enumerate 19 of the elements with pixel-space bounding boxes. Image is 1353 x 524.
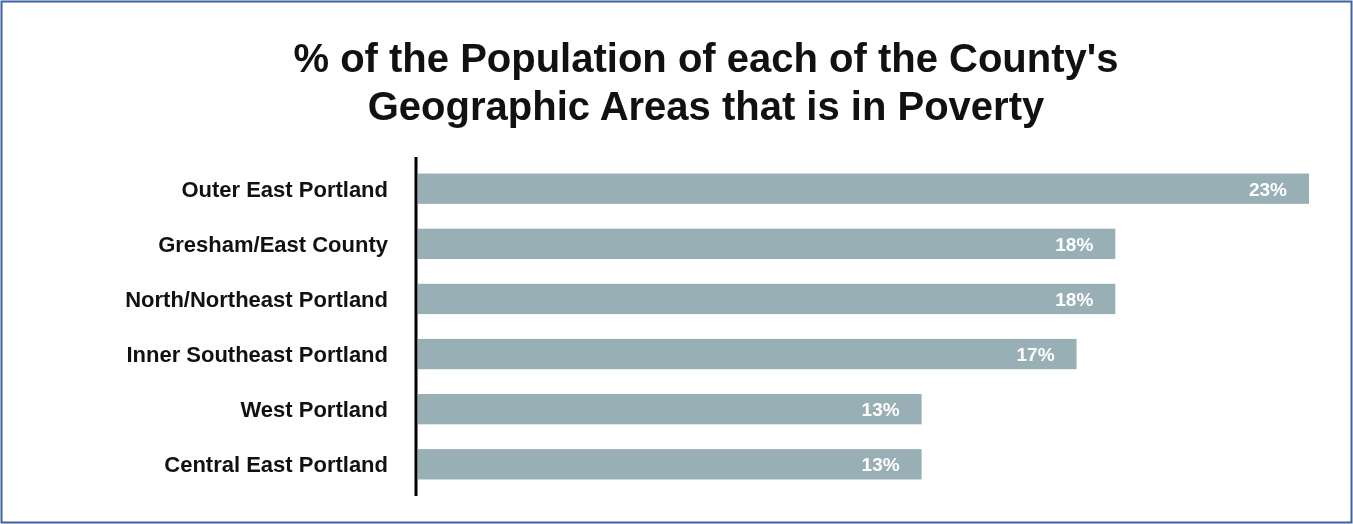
y-tick-label: Central East Portland — [164, 452, 388, 478]
data-label: 13% — [861, 454, 900, 476]
chart-title: % of the Population of each of the County's Geographic Areas that is in Poverty — [293, 36, 1119, 128]
data-label: 23% — [1248, 178, 1288, 200]
y-tick-label: Gresham/East County — [158, 231, 389, 257]
y-tick-label: Inner Southeast Portland — [126, 341, 388, 367]
bar — [418, 338, 1077, 370]
data-label: 18% — [1055, 233, 1094, 255]
bar — [418, 173, 1309, 204]
data-label: 18% — [1055, 288, 1094, 310]
bar — [418, 283, 1116, 315]
y-tick-label: West Portland — [240, 397, 388, 423]
y-tick-label: Outer East Portland — [181, 176, 388, 202]
data-label: 17% — [1016, 343, 1055, 365]
data-label: 13% — [861, 399, 900, 421]
bar — [418, 228, 1116, 259]
bar — [418, 449, 922, 480]
bar — [418, 394, 922, 425]
y-tick-label: North/Northeast Portland — [125, 286, 388, 312]
